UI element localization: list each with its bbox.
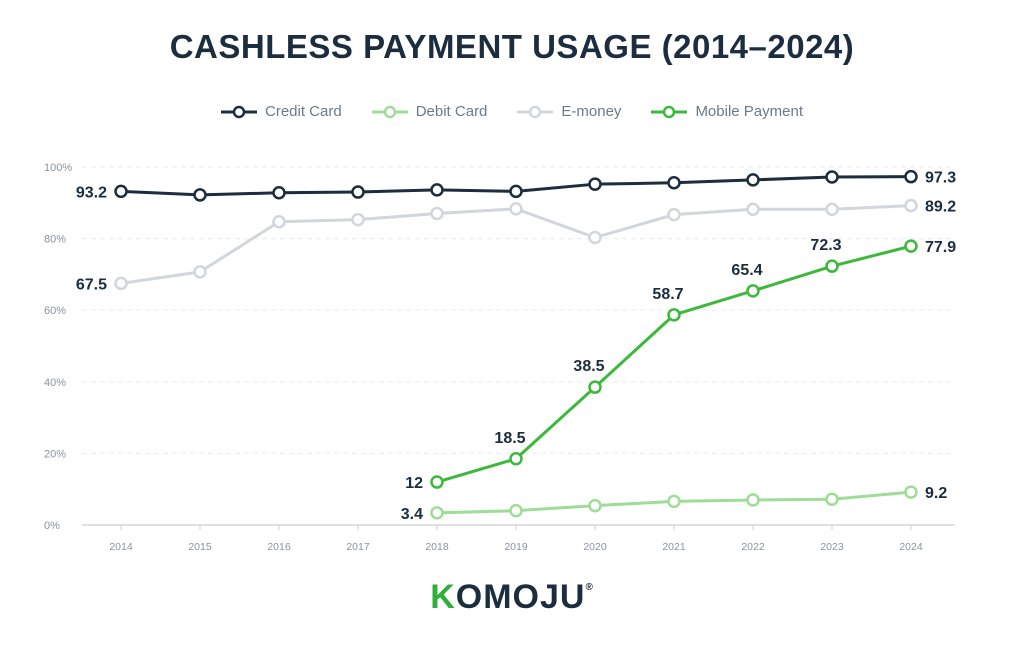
legend-swatch <box>221 105 257 118</box>
data-point <box>746 202 760 216</box>
data-point <box>904 239 918 253</box>
data-point <box>509 452 523 466</box>
x-tick-label: 2018 <box>425 541 449 553</box>
data-point <box>193 265 207 279</box>
x-tick-label: 2022 <box>741 541 765 553</box>
legend-item: Debit Card <box>371 103 488 120</box>
data-point <box>667 494 681 509</box>
x-tick-label: 2020 <box>583 541 607 553</box>
y-tick-label: 40% <box>44 377 66 389</box>
data-label: 9.2 <box>925 485 947 502</box>
data-label: 65.4 <box>731 262 762 279</box>
chart-title: CASHLESS PAYMENT USAGE (2014–2024) <box>169 28 855 65</box>
x-tick-label: 2019 <box>504 541 528 553</box>
x-tick-label: 2014 <box>109 541 133 553</box>
data-point <box>430 506 444 520</box>
data-point <box>430 206 444 221</box>
data-point <box>825 492 839 506</box>
data-point <box>588 177 602 191</box>
x-tick-label: 2016 <box>267 541 291 553</box>
data-label: 58.7 <box>652 286 683 303</box>
data-point <box>272 186 286 200</box>
data-point <box>114 276 128 291</box>
data-point <box>588 380 602 394</box>
logo-k: K <box>430 578 456 616</box>
data-point <box>746 493 760 507</box>
legend-swatch <box>517 105 554 118</box>
data-point <box>351 185 365 199</box>
legend-label: E-money <box>561 103 622 120</box>
data-point <box>667 207 681 222</box>
data-label: 77.9 <box>925 239 956 256</box>
legend-swatch <box>371 105 408 118</box>
legend-swatch <box>651 105 688 118</box>
legend-item: Mobile Payment <box>651 103 803 120</box>
data-point <box>114 184 128 199</box>
data-point <box>825 202 839 216</box>
y-tick-label: 100% <box>44 162 72 174</box>
legend-label: Mobile Payment <box>695 103 803 120</box>
data-point <box>430 183 444 197</box>
data-point <box>430 475 444 489</box>
data-label: 18.5 <box>494 430 525 447</box>
data-label: 89.2 <box>925 199 956 216</box>
komoju-logo: KOMOJU® <box>0 578 1024 617</box>
data-point <box>193 188 207 202</box>
data-label: 12 <box>405 475 423 492</box>
data-label: 3.4 <box>401 506 423 523</box>
x-tick-label: 2015 <box>188 541 212 553</box>
data-point <box>825 259 839 273</box>
y-tick-label: 80% <box>44 234 66 246</box>
data-point <box>272 215 286 229</box>
data-point <box>509 184 523 199</box>
series-line <box>120 204 912 285</box>
data-label: 38.5 <box>573 358 604 375</box>
x-tick-label: 2021 <box>662 541 686 553</box>
data-point <box>904 169 918 184</box>
data-point <box>509 503 523 518</box>
legend-item: Credit Card <box>221 103 342 120</box>
data-point <box>904 485 918 499</box>
y-tick-label: 0% <box>44 520 60 532</box>
data-point <box>588 498 602 513</box>
chart-legend: Credit Card Debit Card E-money Mobile Payme… <box>0 103 1024 120</box>
y-tick-label: 60% <box>44 305 66 317</box>
logo-rest: OMOJU <box>455 578 586 616</box>
legend-label: Debit Card <box>415 103 488 120</box>
data-point <box>746 284 760 298</box>
data-point <box>904 198 918 213</box>
x-tick-label: 2023 <box>820 541 844 553</box>
data-label: 67.5 <box>76 276 107 293</box>
data-label: 93.2 <box>76 184 107 201</box>
data-point <box>588 230 602 245</box>
data-point <box>351 212 365 227</box>
legend-item: E-money <box>517 103 621 120</box>
x-tick-label: 2017 <box>346 541 370 553</box>
data-point <box>667 176 681 190</box>
data-point <box>825 170 839 184</box>
y-tick-label: 20% <box>44 448 66 460</box>
data-label: 72.3 <box>810 237 841 254</box>
logo-registered-mark: ® <box>585 582 594 593</box>
x-tick-label: 2024 <box>899 541 923 553</box>
data-label: 97.3 <box>925 170 956 187</box>
data-point <box>746 173 760 187</box>
data-point <box>509 202 523 216</box>
data-point <box>667 308 681 322</box>
legend-label: Credit Card <box>265 103 342 120</box>
